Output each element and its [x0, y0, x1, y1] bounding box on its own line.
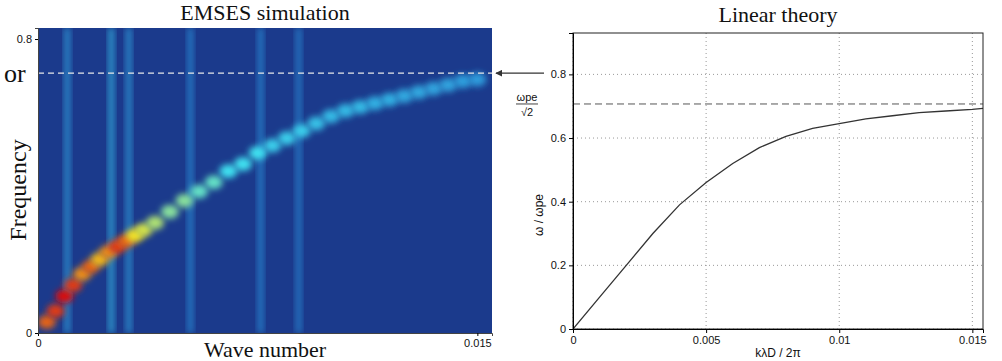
tick-label: 0.8 [17, 33, 32, 45]
heat-cell [161, 205, 179, 219]
annotation: or [4, 59, 26, 88]
tick-label: 0 [570, 334, 576, 346]
tick: 0 [35, 333, 41, 349]
tick: 0 [570, 329, 576, 346]
tick-label: 0.015 [464, 337, 492, 349]
tick: 0.2 [551, 259, 573, 271]
tick-label: 0.4 [551, 196, 566, 208]
title: EMSES simulation [180, 0, 349, 25]
tick: 0.6 [551, 132, 573, 144]
grid-line [573, 74, 983, 75]
heatmap-background [38, 28, 492, 333]
tick-label: 0.8 [551, 68, 566, 80]
tick: 0 [26, 327, 38, 339]
tick-mark [839, 329, 840, 333]
heat-cell [205, 175, 223, 189]
tick-mark [569, 202, 573, 203]
heat-cell [234, 157, 252, 171]
grid-line [573, 265, 983, 266]
tick-label: 0.2 [551, 259, 566, 271]
tick-label: 0 [35, 337, 41, 349]
tick: 0.015 [464, 333, 492, 349]
tick: 0.005 [693, 329, 721, 346]
heat-cell [146, 216, 164, 230]
axis: 0 0.005 0.01 0.015 [570, 329, 986, 346]
tick-label: 0.015 [959, 334, 987, 346]
y-axis-title: Frequency [5, 139, 31, 240]
tick-mark [35, 333, 38, 334]
grid-line [573, 138, 983, 139]
plot-area [573, 104, 983, 329]
grid-line [839, 33, 840, 329]
plot-frame [573, 33, 983, 329]
heat-cell [175, 194, 193, 208]
x-axis-title: Wave number [204, 337, 327, 361]
axis-line [35, 29, 39, 334]
axis: 0 0.2 0.4 0.6 0.8 [551, 34, 574, 336]
grid-line [573, 201, 983, 202]
tick-mark [569, 74, 573, 75]
reference-label-numerator: ωpe [517, 91, 538, 103]
tick-mark [477, 333, 478, 336]
tick: 0.01 [829, 329, 850, 346]
tick: 0.8 [17, 33, 38, 45]
tick-label: 0 [560, 323, 566, 335]
tick-label: 0 [26, 327, 32, 339]
tick: 0.8 [551, 68, 573, 80]
arrow [496, 73, 544, 74]
reference-label-denominator: √2 [521, 106, 533, 118]
tick-mark [706, 329, 707, 333]
reference-label: ωpe √2 [516, 91, 538, 118]
heat-cell [47, 304, 65, 318]
tick-mark [569, 329, 573, 330]
tick: 0 [560, 323, 573, 335]
grid-line [972, 33, 973, 329]
tick-label: 0.005 [693, 334, 721, 346]
tick-mark [569, 138, 573, 139]
tick: 0.4 [551, 196, 573, 208]
tick-label: 0.6 [551, 132, 566, 144]
heat-cell [468, 72, 486, 86]
fraction-bar [516, 103, 538, 104]
tick-mark [35, 39, 38, 40]
tick-label: 0.01 [829, 334, 850, 346]
axis-line [39, 334, 493, 337]
heat-cell [190, 185, 208, 199]
reference-line [38, 73, 492, 74]
grid-line [706, 33, 707, 329]
line [573, 108, 983, 329]
tick: 0.015 [959, 329, 987, 346]
plot-area [38, 28, 492, 333]
x-axis-title: kλD / 2π [755, 346, 801, 360]
title: Linear theory [718, 2, 837, 27]
grid [573, 33, 983, 329]
axis-line [569, 34, 574, 330]
axis-line [574, 330, 984, 334]
tick-mark [569, 265, 573, 266]
tick-mark [972, 329, 973, 333]
reference-line [573, 103, 983, 104]
y-axis-title: ω / ωpe [532, 194, 546, 236]
chart: 0 0.015 0 0.8 EMSES simulation Wave number Fre… [0, 0, 1002, 361]
